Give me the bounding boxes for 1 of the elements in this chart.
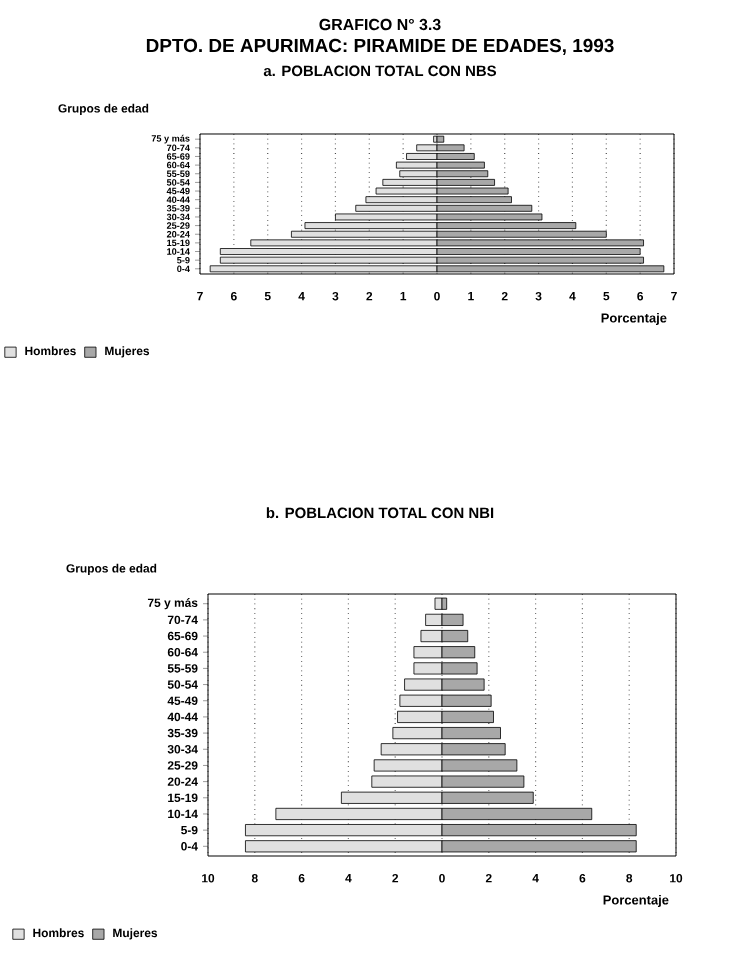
chart-title: DPTO. DE APURIMAC: PIRAMIDE DE EDADES, 1993	[146, 38, 614, 55]
